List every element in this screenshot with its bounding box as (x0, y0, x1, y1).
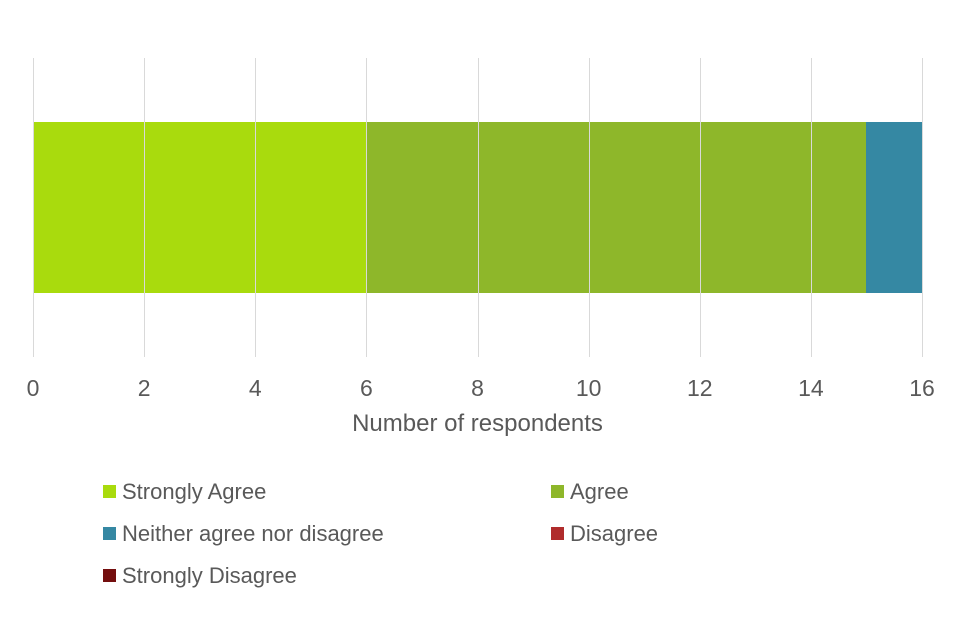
legend-swatch-icon (551, 527, 564, 540)
legend-label: Disagree (570, 520, 659, 546)
bar-segment-neither-agree-nor-disagree (866, 122, 922, 293)
gridline-12 (699, 58, 701, 357)
legend: Strongly Agree Agree Neither agree nor dis… (103, 479, 658, 588)
x-tick-label-14: 14 (798, 375, 824, 401)
legend-item-strongly-agree: Strongly Agree (103, 479, 551, 504)
legend-label: Neither agree nor disagree (122, 520, 384, 546)
gridline-10 (588, 58, 590, 357)
legend-swatch-icon (551, 485, 564, 498)
legend-item-disagree: Disagree (551, 521, 658, 546)
x-tick-label-4: 4 (248, 375, 262, 401)
gridline-6 (366, 58, 368, 357)
legend-label: Strongly Agree (122, 478, 267, 504)
x-tick-label-2: 2 (137, 375, 151, 401)
gridline-0 (33, 58, 34, 357)
x-tick-label-12: 12 (686, 375, 713, 401)
legend-item-neither-agree-nor-disagree: Neither agree nor disagree (103, 521, 551, 546)
bar-segment-strongly-agree (33, 122, 367, 293)
legend-swatch-icon (103, 485, 116, 498)
x-tick-label-6: 6 (359, 375, 373, 401)
x-tick-label-8: 8 (471, 375, 484, 401)
x-axis-ticks: 0 2 4 6 8 10 12 14 16 (27, 374, 935, 402)
gridline-14 (810, 58, 812, 357)
gridline-4 (255, 58, 257, 357)
gridline-8 (477, 58, 479, 357)
legend-label: Strongly Disagree (122, 562, 297, 588)
legend-swatch-icon (103, 569, 116, 582)
gridline-2 (144, 58, 146, 357)
legend-swatch-icon (103, 527, 116, 540)
stacked-bar (33, 122, 922, 293)
x-tick-label-10: 10 (575, 375, 602, 401)
x-tick-label-16: 16 (909, 375, 935, 401)
x-axis-title: Number of respondents (352, 410, 603, 437)
x-tick-label-0: 0 (26, 375, 40, 401)
bar-segment-agree (366, 122, 867, 293)
gridline-16 (922, 58, 923, 357)
plot-area (33, 58, 923, 357)
legend-item-strongly-disagree: Strongly Disagree (103, 563, 551, 588)
legend-label: Agree (570, 478, 629, 504)
legend-item-agree: Agree (551, 479, 658, 504)
